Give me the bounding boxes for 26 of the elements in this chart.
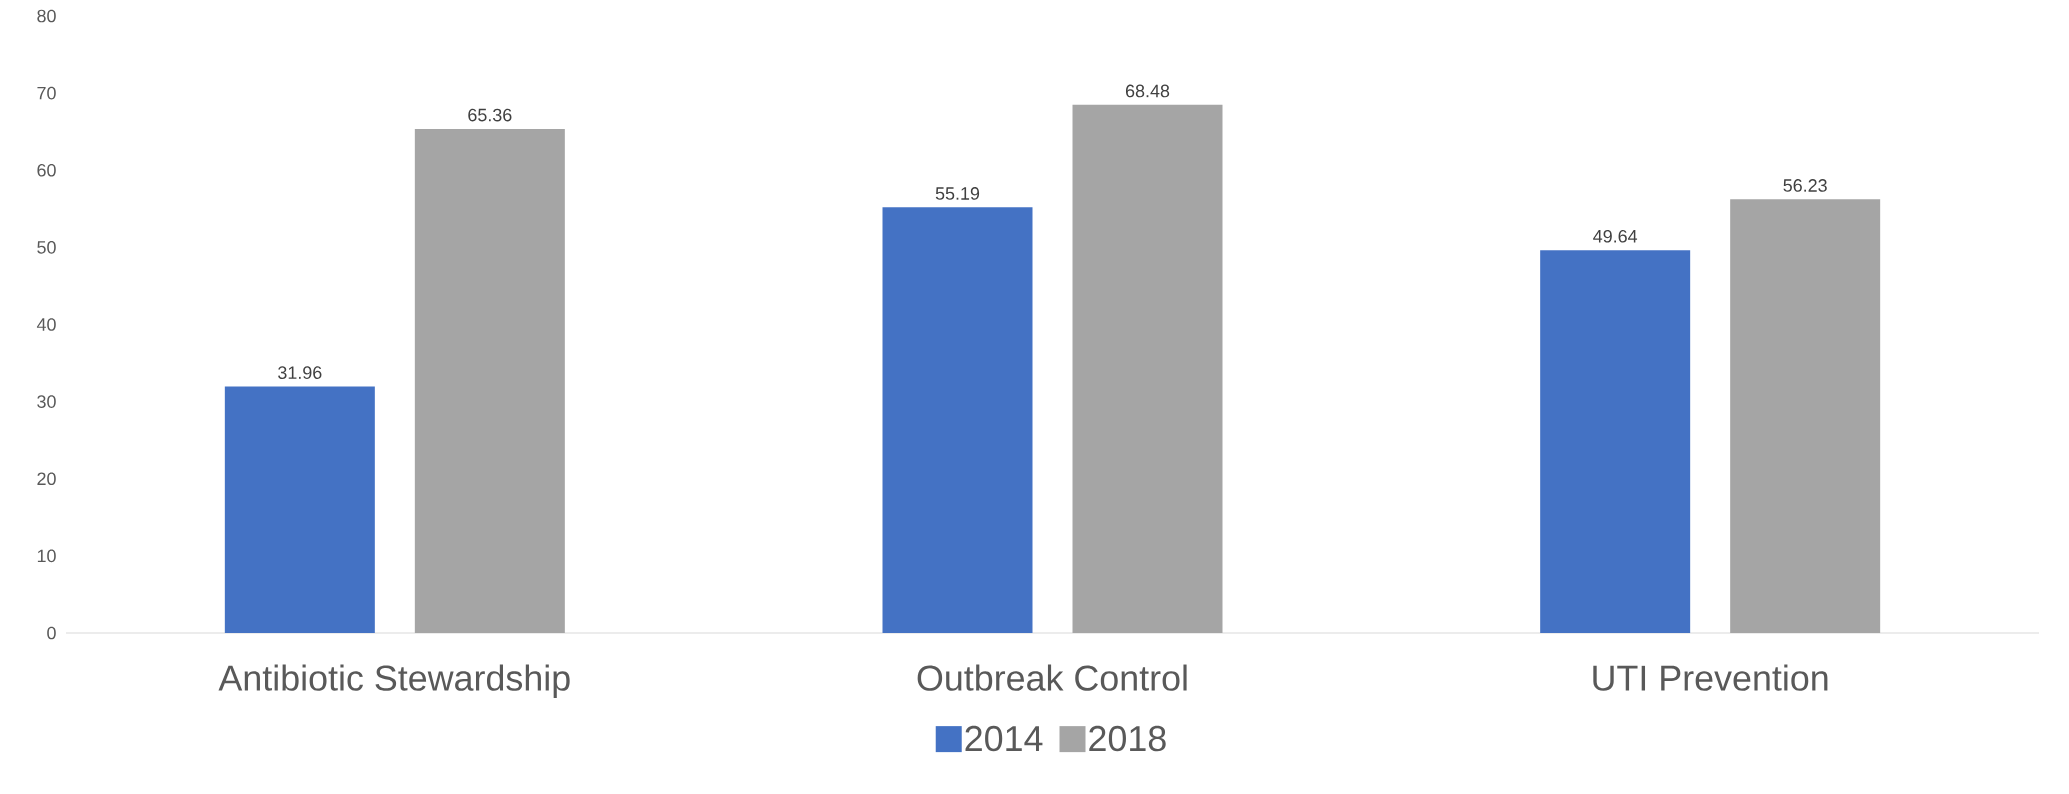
bar <box>1730 199 1881 633</box>
bar <box>1540 250 1691 633</box>
y-tick-label: 30 <box>37 395 56 408</box>
data-label: 31.96 <box>278 366 322 379</box>
data-label: 49.64 <box>1593 229 1638 243</box>
x-tick-label: Outbreak Control <box>917 664 1187 691</box>
y-tick-label: 70 <box>37 86 56 100</box>
bar <box>414 128 565 633</box>
y-tick-label: 0 <box>47 626 56 640</box>
data-label: 65.36 <box>468 108 512 122</box>
y-tick-label: 60 <box>37 163 56 177</box>
y-tick-label: 10 <box>37 549 56 563</box>
x-tick-label: UTI Prevention <box>1593 664 1828 691</box>
bar <box>882 207 1033 633</box>
legend-label: 2014 <box>965 725 1043 752</box>
x-tick-label: Antibiotic Stewardship <box>218 664 570 698</box>
legend-label: 2018 <box>1089 725 1166 752</box>
data-label: 56.23 <box>1783 179 1827 192</box>
bar <box>1072 104 1223 633</box>
y-tick-label: 80 <box>37 9 56 23</box>
y-tick-label: 50 <box>37 241 56 254</box>
bar <box>224 386 375 633</box>
data-label: 68.48 <box>1125 84 1170 98</box>
y-tick-label: 20 <box>37 472 56 486</box>
y-tick-label: 40 <box>36 318 56 331</box>
data-label: 55.19 <box>935 187 980 200</box>
